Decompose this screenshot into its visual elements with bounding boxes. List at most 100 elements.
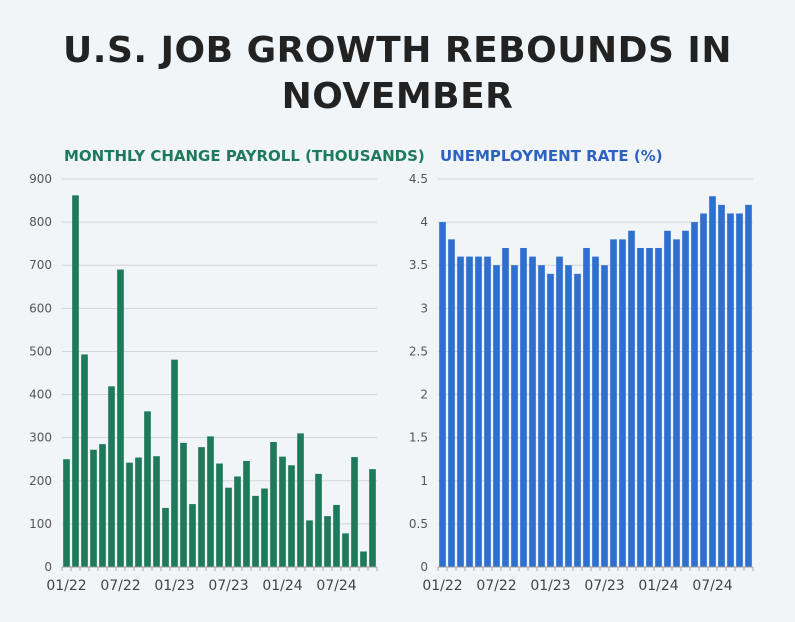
payroll-bar (171, 359, 178, 567)
payroll-bar (315, 473, 322, 567)
payroll-bar (270, 441, 277, 567)
payroll-bar (369, 469, 376, 567)
payroll-chart-title: MONTHLY CHANGE PAYROLL (THOUSANDS) (64, 147, 425, 165)
payroll-y-tick-label: 800 (29, 215, 52, 229)
payroll-bar (189, 504, 196, 567)
payroll-bar (63, 459, 70, 567)
payroll-y-tick-label: 200 (29, 474, 52, 488)
unemployment-bar (700, 213, 707, 568)
unemployment-bar (529, 256, 536, 567)
payroll-bar (144, 411, 151, 567)
unemployment-y-tick-label: 2.5 (409, 344, 428, 358)
unemployment-x-tick-label: 01/23 (530, 578, 570, 594)
unemployment-bar (466, 256, 473, 567)
unemployment-y-tick-label: 1 (420, 474, 428, 488)
payroll-bar (324, 516, 331, 567)
unemployment-y-tick-label: 3 (420, 301, 428, 315)
payroll-y-tick-label: 0 (44, 560, 52, 574)
unemployment-bar (448, 239, 455, 568)
unemployment-bar (547, 273, 554, 567)
payroll-bar (360, 551, 367, 567)
unemployment-y-tick-label: 0.5 (409, 517, 428, 531)
unemployment-x-tick-label: 07/24 (692, 578, 732, 594)
payroll-bar (198, 447, 205, 567)
page-title: U.S. JOB GROWTH REBOUNDS IN NOVEMBER (0, 28, 795, 120)
unemployment-bar (673, 239, 680, 568)
payroll-bar (117, 269, 124, 567)
payroll-bar (306, 520, 313, 567)
payroll-bar (207, 436, 214, 567)
unemployment-y-tick-label: 0 (420, 560, 428, 574)
unemployment-bar (556, 256, 563, 567)
unemployment-bar (718, 204, 725, 567)
unemployment-bar (610, 239, 617, 568)
unemployment-bar (502, 247, 509, 568)
payroll-y-tick-label: 100 (29, 517, 52, 531)
unemployment-bar (736, 213, 743, 568)
unemployment-bar (727, 213, 734, 568)
payroll-x-tick-label: 07/24 (316, 578, 356, 594)
unemployment-bar (565, 265, 572, 567)
payroll-bar (261, 488, 268, 567)
unemployment-bar (484, 256, 491, 567)
unemployment-x-tick-label: 01/22 (422, 578, 462, 594)
unemployment-x-tick-label: 07/23 (584, 578, 624, 594)
unemployment-bar (691, 222, 698, 568)
payroll-y-tick-label: 700 (29, 258, 52, 272)
unemployment-bar (475, 256, 482, 567)
unemployment-y-tick-label: 3.5 (409, 258, 428, 272)
payroll-x-tick-label: 07/23 (208, 578, 248, 594)
unemployment-x-tick-label: 07/22 (476, 578, 516, 594)
payroll-bar (225, 487, 232, 567)
payroll-y-tick-label: 500 (29, 344, 52, 358)
unemployment-y-tick-label: 2 (420, 388, 428, 402)
unemployment-bar (619, 239, 626, 568)
unemployment-bar (646, 247, 653, 568)
payroll-x-tick-label: 01/24 (262, 578, 302, 594)
payroll-bar (108, 386, 115, 567)
payroll-bar (99, 444, 106, 567)
unemployment-bar (511, 265, 518, 567)
unemployment-bar (655, 247, 662, 568)
unemployment-bar (709, 196, 716, 568)
unemployment-bar (439, 222, 446, 568)
payroll-y-tick-label: 600 (29, 301, 52, 315)
payroll-bar (243, 460, 250, 567)
unemployment-y-tick-label: 4 (420, 215, 428, 229)
unemployment-bar (493, 265, 500, 567)
unemployment-chart: UNEMPLOYMENT RATE (%) 0 0.5 1 1.5 2 2.5 3 3.5 4 4.… (409, 147, 754, 594)
unemployment-bar (583, 247, 590, 568)
unemployment-bar (637, 247, 644, 568)
payroll-bar (162, 507, 169, 567)
payroll-bar (90, 449, 97, 567)
payroll-y-tick-label: 900 (29, 172, 52, 186)
unemployment-bar (574, 273, 581, 567)
payroll-bar (342, 533, 349, 567)
unemployment-bar (592, 256, 599, 567)
payroll-bar (333, 504, 340, 567)
payroll-bar (216, 463, 223, 567)
unemployment-bar (682, 230, 689, 568)
payroll-bar (81, 354, 88, 567)
unemployment-bar (538, 265, 545, 567)
payroll-bar (297, 433, 304, 567)
title-line-2: NOVEMBER (281, 76, 514, 117)
unemployment-bar (664, 230, 671, 568)
unemployment-bar (457, 256, 464, 567)
payroll-bar (252, 495, 259, 567)
payroll-bar (351, 457, 358, 567)
payroll-x-tick-label: 01/23 (154, 578, 194, 594)
unemployment-bar (628, 230, 635, 568)
payroll-x-tick-label: 07/22 (100, 578, 140, 594)
payroll-bar (234, 476, 241, 567)
payroll-bar (288, 465, 295, 567)
payroll-chart: MONTHLY CHANGE PAYROLL (THOUSANDS)010020… (29, 147, 425, 594)
title-line-1: U.S. JOB GROWTH REBOUNDS IN (63, 30, 732, 71)
unemployment-bar (520, 247, 527, 568)
unemployment-y-tick-label: 1.5 (409, 431, 428, 445)
payroll-y-tick-label: 400 (29, 388, 52, 402)
payroll-bar (72, 195, 79, 567)
unemployment-y-tick-label: 4.5 (409, 172, 428, 186)
payroll-bar (135, 457, 142, 567)
